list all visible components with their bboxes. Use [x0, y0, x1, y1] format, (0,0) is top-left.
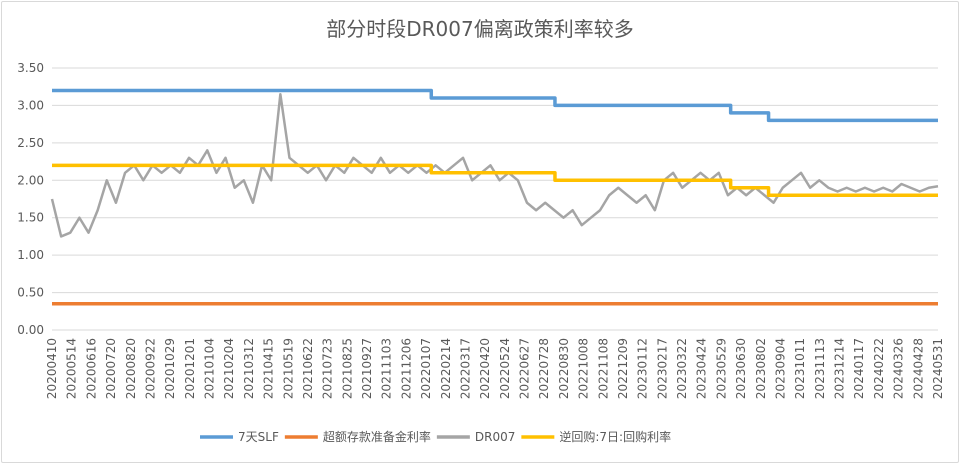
x-tick-label: 20240222	[872, 338, 886, 399]
x-tick-label: 20220830	[557, 338, 571, 399]
x-tick-label: 20210825	[340, 338, 354, 399]
x-tick-label: 20210204	[222, 338, 236, 399]
x-tick-label: 20231011	[793, 338, 807, 399]
y-tick-label: 1.00	[17, 248, 44, 262]
x-tick-label: 20210622	[301, 338, 315, 399]
x-tick-label: 20201029	[163, 338, 177, 399]
x-tick-label: 20231214	[833, 338, 847, 399]
x-tick-label: 20211206	[399, 338, 413, 399]
x-tick-label: 20220214	[439, 338, 453, 399]
x-tick-label: 20220317	[458, 338, 472, 399]
series-line-3	[52, 163, 938, 198]
x-tick-label: 20230217	[655, 338, 669, 399]
chart-title: 部分时段DR007偏离政策利率较多	[326, 17, 633, 41]
y-tick-label: 0.00	[17, 323, 44, 337]
y-tick-label: 1.50	[17, 211, 44, 225]
x-tick-label: 20210519	[281, 338, 295, 399]
x-tick-label: 20200820	[124, 338, 138, 399]
legend-label: 超额存款准备金利率	[323, 429, 431, 444]
x-tick-label: 20230112	[636, 338, 650, 399]
x-tick-label: 20200616	[84, 338, 98, 399]
x-tick-label: 20231113	[813, 338, 827, 399]
x-tick-label: 20240531	[931, 338, 945, 399]
y-tick-label: 3.00	[17, 98, 44, 112]
x-tick-label: 20230424	[695, 338, 709, 399]
x-tick-label: 20240428	[911, 338, 925, 399]
x-tick-label: 20240117	[852, 338, 866, 399]
x-tick-label: 20220728	[537, 338, 551, 399]
y-tick-label: 0.50	[17, 286, 44, 300]
x-tick-label: 20240326	[892, 338, 906, 399]
x-tick-label: 20221209	[616, 338, 630, 399]
x-tick-label: 20220107	[419, 338, 433, 399]
x-tick-label: 20210104	[203, 338, 217, 399]
x-tick-label: 20201201	[183, 338, 197, 399]
x-tick-label: 20220420	[478, 338, 492, 399]
x-tick-label: 20230322	[675, 338, 689, 399]
x-tick-label: 20210723	[321, 338, 335, 399]
y-tick-label: 2.50	[17, 136, 44, 150]
x-tick-label: 20220627	[518, 338, 532, 399]
series-line-0	[52, 88, 938, 123]
legend-label: 7天SLF	[238, 430, 279, 444]
x-tick-label: 20211103	[380, 338, 394, 399]
legend-label: 逆回购:7日:回购利率	[559, 429, 671, 444]
x-tick-label: 20220524	[498, 338, 512, 399]
x-tick-label: 20200720	[104, 338, 118, 399]
y-tick-label: 3.50	[17, 61, 44, 75]
x-tick-label: 20230802	[754, 338, 768, 399]
x-tick-label: 20210312	[242, 338, 256, 399]
x-tick-label: 20200410	[45, 338, 59, 399]
x-tick-label: 20210415	[262, 338, 276, 399]
x-tick-label: 20230630	[734, 338, 748, 399]
x-tick-label: 20210927	[360, 338, 374, 399]
x-tick-label: 20221108	[596, 338, 610, 399]
x-tick-label: 20200514	[65, 338, 79, 399]
x-tick-label: 20230904	[773, 338, 787, 399]
x-tick-label: 20230529	[714, 338, 728, 399]
y-tick-label: 2.00	[17, 173, 44, 187]
x-tick-label: 20200922	[143, 338, 157, 399]
x-tick-label: 20221008	[577, 338, 591, 399]
legend-label: DR007	[475, 430, 515, 444]
